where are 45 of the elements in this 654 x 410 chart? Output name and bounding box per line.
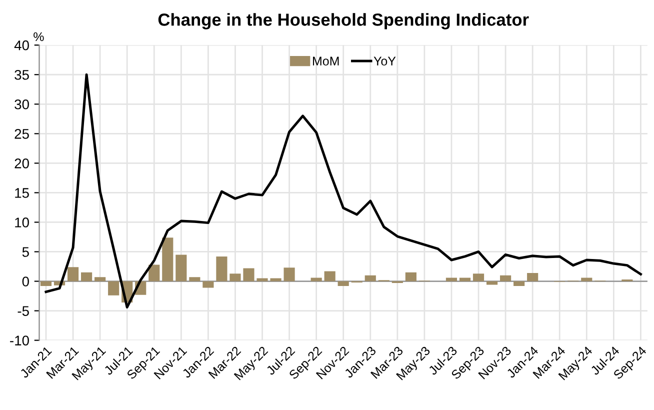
bar bbox=[256, 278, 268, 282]
y-tick-label: 10 bbox=[15, 218, 29, 228]
bar bbox=[202, 281, 214, 288]
bar bbox=[94, 277, 106, 282]
legend-label: YoY bbox=[374, 56, 396, 66]
bar bbox=[514, 281, 525, 286]
y-tick-label: 15 bbox=[15, 188, 29, 198]
bar bbox=[230, 274, 241, 282]
bar bbox=[108, 281, 120, 296]
bar bbox=[284, 268, 295, 282]
y-tick-label: 25 bbox=[14, 128, 29, 139]
y-tick-label: -10 bbox=[10, 336, 29, 346]
y-axis-title: % bbox=[34, 32, 44, 42]
y-tick-label: 5 bbox=[22, 247, 29, 257]
bar bbox=[486, 281, 498, 285]
bar bbox=[176, 254, 187, 282]
bar bbox=[67, 267, 79, 282]
y-tick-label: 0 bbox=[22, 276, 29, 286]
chart-title: Change in the Household Spending Indicator bbox=[158, 13, 529, 30]
y-tick-label: 20 bbox=[14, 158, 29, 168]
bar bbox=[364, 275, 376, 282]
bar bbox=[446, 278, 458, 282]
bar bbox=[216, 256, 228, 282]
bar bbox=[500, 275, 512, 282]
y-tick-label: 35 bbox=[14, 70, 29, 80]
bar bbox=[162, 238, 174, 282]
bar bbox=[324, 271, 336, 282]
bar bbox=[472, 274, 484, 282]
bar bbox=[81, 272, 92, 282]
legend-label: MoM bbox=[312, 56, 339, 66]
bar bbox=[189, 277, 200, 282]
bar bbox=[310, 278, 322, 282]
bar bbox=[148, 264, 160, 282]
bar bbox=[270, 278, 282, 282]
bar bbox=[459, 278, 471, 282]
y-tick-label: 40 bbox=[14, 40, 29, 50]
y-tick-label: 30 bbox=[14, 99, 29, 110]
bar bbox=[581, 278, 592, 282]
bar bbox=[338, 281, 349, 286]
line-series bbox=[44, 73, 642, 308]
bar bbox=[243, 268, 254, 282]
y-tick-label: -5 bbox=[18, 306, 29, 316]
bar bbox=[40, 281, 52, 286]
bar bbox=[405, 272, 416, 282]
bar bbox=[527, 272, 538, 282]
